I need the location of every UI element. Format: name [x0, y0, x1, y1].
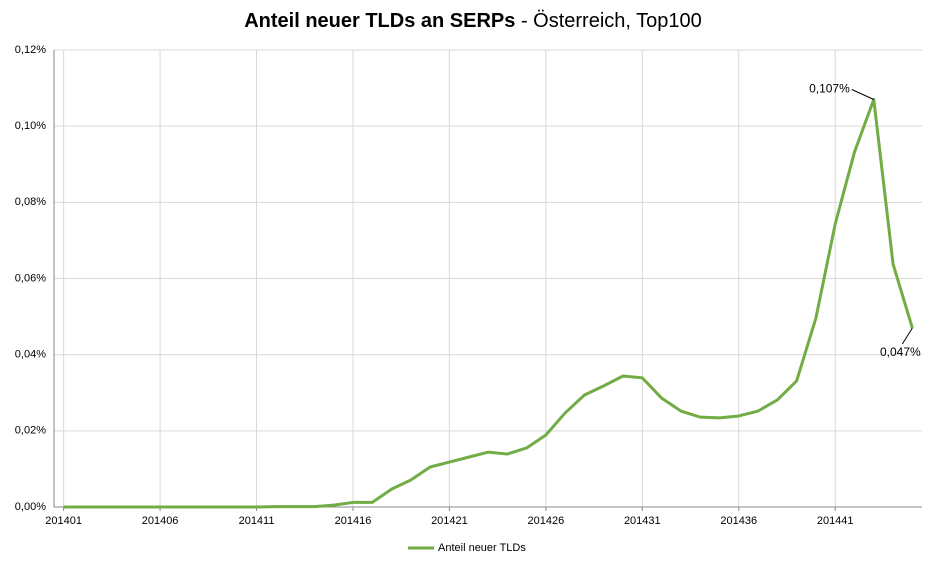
y-tick-label: 0,12%: [15, 44, 46, 56]
x-tick-label: 201436: [720, 515, 757, 527]
x-tick-label: 201431: [624, 515, 661, 527]
y-tick-label: 0,00%: [15, 501, 46, 513]
x-tick-label: 201411: [239, 515, 275, 527]
x-tick-label: 201406: [142, 515, 179, 527]
chart-subtitle: - Österreich, Top100: [521, 10, 702, 32]
x-tick-label: 201416: [335, 515, 372, 527]
x-tick-label: 201441: [817, 515, 854, 527]
x-tick-label: 201421: [431, 515, 468, 527]
y-tick-label: 0,08%: [15, 196, 46, 208]
legend-label: Anteil neuer TLDs: [438, 542, 526, 554]
y-tick-label: 0,10%: [15, 120, 46, 132]
x-tick-label: 201401: [45, 515, 82, 527]
data-label: 0,047%: [880, 345, 921, 359]
y-tick-label: 0,06%: [15, 272, 46, 284]
y-tick-label: 0,02%: [15, 425, 46, 437]
leader-line: [901, 327, 913, 345]
data-label: 0,107%: [809, 82, 850, 96]
chart-heading: Anteil neuer TLDs an SERPs - Österreich,…: [244, 10, 702, 32]
line: [63, 98, 914, 509]
leader-line: [851, 89, 874, 100]
chart-title: Anteil neuer TLDs an SERPs: [244, 10, 515, 32]
x-tick-label: 201426: [528, 515, 565, 527]
y-tick-label: 0,04%: [15, 349, 46, 361]
